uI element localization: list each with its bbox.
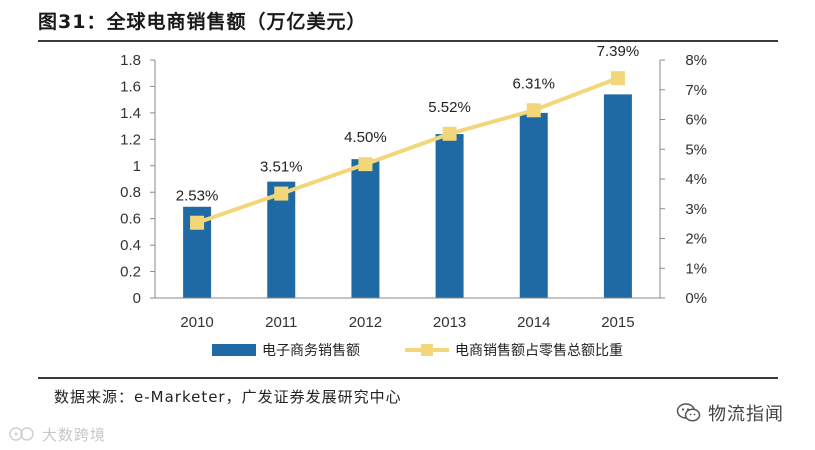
watermark-left-text: 大数跨境	[42, 425, 107, 444]
data-label: 5.52%	[428, 99, 471, 116]
combo-chart: 0 0.2 0.4 0.6 0.8 1 1.2 1.4 1.6 1.8 0% 1% 2% 3% 4% 5% 6…	[120, 43, 707, 358]
left-tick-label: 1.8	[120, 52, 141, 69]
x-tick-label: 2012	[349, 314, 382, 331]
bar	[351, 159, 380, 298]
watermark-logo-icon	[9, 427, 34, 441]
left-tick-label: 0.8	[120, 184, 141, 201]
data-label: 2.53%	[176, 188, 219, 205]
bar	[267, 181, 296, 298]
right-tick-label: 3%	[685, 201, 707, 218]
left-y-axis: 0 0.2 0.4 0.6 0.8 1 1.2 1.4 1.6 1.8	[120, 52, 156, 307]
line-marker	[442, 126, 457, 141]
bottom-divider	[38, 377, 778, 379]
right-y-axis: 0% 1% 2% 3% 4% 5% 6% 7% 8%	[659, 52, 707, 307]
wechat-icon	[676, 403, 701, 422]
legend-line-label: 电商销售额占零售总额比重	[455, 342, 623, 358]
data-label: 4.50%	[344, 129, 387, 146]
right-tick-label: 6%	[685, 112, 707, 129]
right-tick-label: 5%	[685, 141, 707, 158]
watermark-wuliu: 物流指闻	[676, 400, 784, 426]
data-label: 3.51%	[260, 159, 303, 176]
left-tick-label: 0.4	[120, 237, 141, 254]
line-series: 2.53% 3.51% 4.50% 5.52% 6.31% 7.39%	[176, 43, 639, 230]
bar-series	[183, 94, 632, 298]
bar	[519, 112, 548, 298]
line-marker	[274, 186, 289, 201]
legend-bar-swatch	[212, 344, 256, 356]
left-tick-label: 1.6	[120, 78, 141, 95]
x-tick-label: 2013	[433, 314, 466, 331]
watermark-dashu: 大数跨境	[8, 422, 106, 446]
watermark-right-text: 物流指闻	[708, 404, 784, 425]
legend: 电子商务销售额 电商销售额占零售总额比重	[212, 342, 623, 358]
chart-title: 图31：全球电商销售额（万亿美元）	[38, 11, 367, 33]
left-tick-label: 1.2	[120, 131, 141, 148]
left-tick-label: 1	[133, 158, 141, 175]
data-label: 7.39%	[597, 43, 640, 60]
legend-line-marker	[421, 344, 433, 356]
right-tick-label: 8%	[685, 52, 707, 69]
line-marker	[358, 157, 373, 172]
line-path	[196, 76, 619, 225]
left-tick-label: 1.4	[120, 105, 141, 122]
x-axis: 2010 2011 2012 2013 2014 2015	[155, 297, 660, 331]
line-marker	[610, 71, 625, 86]
left-tick-label: 0.6	[120, 211, 141, 228]
right-tick-label: 7%	[685, 82, 707, 99]
x-tick-label: 2010	[180, 314, 213, 331]
right-tick-label: 2%	[685, 231, 707, 248]
top-divider	[38, 40, 778, 42]
line-marker	[190, 215, 205, 230]
right-tick-label: 1%	[685, 260, 707, 277]
x-tick-label: 2011	[265, 314, 297, 331]
line-marker	[526, 103, 541, 118]
data-label: 6.31%	[512, 75, 555, 92]
x-tick-label: 2015	[601, 314, 634, 331]
bar	[603, 94, 632, 298]
x-tick-label: 2014	[517, 314, 550, 331]
left-tick-label: 0.2	[120, 264, 141, 281]
legend-bar-label: 电子商务销售额	[262, 342, 360, 358]
right-tick-label: 0%	[685, 290, 707, 307]
source-note: 数据来源：e-Marketer，广发证券发展研究中心	[54, 388, 402, 406]
bar	[435, 134, 464, 298]
left-tick-label: 0	[133, 290, 141, 307]
right-tick-label: 4%	[685, 171, 707, 188]
